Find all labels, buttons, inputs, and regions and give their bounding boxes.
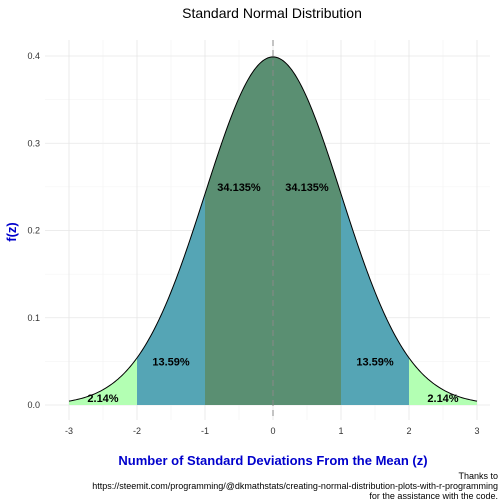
y-axis-label: f(z) bbox=[4, 222, 19, 242]
y-tick-label: 0.4 bbox=[27, 51, 40, 61]
density-curve bbox=[68, 56, 478, 402]
y-tick-labels: 0.0 0.1 0.2 0.3 0.4 bbox=[27, 51, 40, 410]
region-labels: 2.14% 13.59% 34.135% 34.135% 13.59% 2.14% bbox=[87, 182, 458, 405]
y-tick-label: 0.0 bbox=[27, 400, 40, 410]
y-tick-label: 0.3 bbox=[27, 138, 40, 148]
x-tick-label: 2 bbox=[406, 426, 411, 436]
y-tick-label: 0.1 bbox=[27, 313, 40, 323]
region-area-4 bbox=[273, 56, 341, 406]
chart-title: Standard Normal Distribution bbox=[182, 5, 362, 21]
caption-line-1: Thanks to bbox=[458, 471, 498, 481]
region-label-1: 2.14% bbox=[87, 393, 118, 405]
region-label-6: 2.14% bbox=[427, 393, 458, 405]
x-tick-label: -2 bbox=[133, 426, 141, 436]
x-tick-label: 3 bbox=[474, 426, 479, 436]
x-tick-label: 1 bbox=[338, 426, 343, 436]
region-area-1 bbox=[69, 357, 137, 405]
caption-line-2: https://steemit.com/programming/@dkmaths… bbox=[92, 481, 498, 491]
x-tick-labels: -3 -2 -1 0 1 2 3 bbox=[65, 426, 480, 436]
region-area-3 bbox=[205, 56, 273, 406]
region-label-2: 13.59% bbox=[152, 356, 190, 368]
region-area-6 bbox=[409, 357, 477, 405]
region-label-3: 34.135% bbox=[217, 182, 261, 194]
x-tick-label: -3 bbox=[65, 426, 73, 436]
region-label-5: 13.59% bbox=[356, 356, 394, 368]
region-label-4: 34.135% bbox=[285, 182, 329, 194]
caption-line-3: for the assistance with the code. bbox=[369, 491, 498, 501]
x-tick-label: 0 bbox=[270, 426, 275, 436]
y-tick-label: 0.2 bbox=[27, 226, 40, 236]
x-axis-label: Number of Standard Deviations From the M… bbox=[118, 453, 427, 468]
x-tick-label: -1 bbox=[201, 426, 209, 436]
